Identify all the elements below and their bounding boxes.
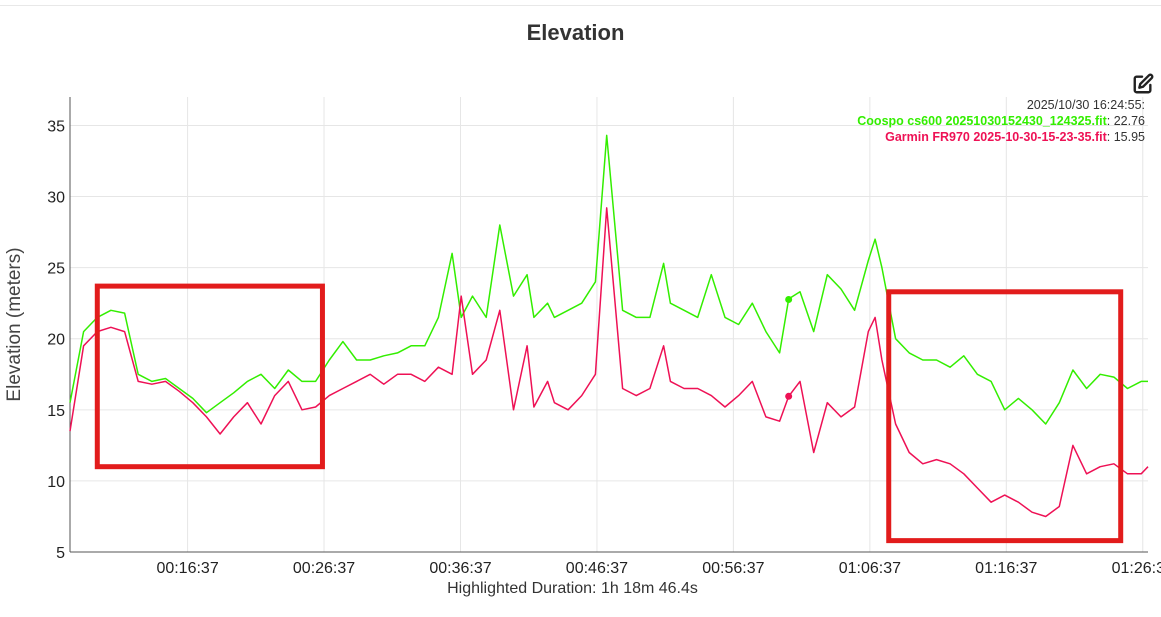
series-line-2 xyxy=(69,207,1149,518)
tooltip-series-2-value: 15.95 xyxy=(1113,130,1145,144)
y-tick-label: 35 xyxy=(47,118,65,135)
chart-title: Elevation xyxy=(526,20,625,45)
hover-tooltip: 2025/10/30 16:24:55: Coospo cs600 202510… xyxy=(857,98,1145,144)
y-tick-label: 5 xyxy=(56,545,65,562)
highlight-box xyxy=(94,283,325,470)
y-tick-label: 20 xyxy=(47,332,65,349)
tooltip-series-1-value: 22.76 xyxy=(1113,114,1145,128)
y-tick-label: 30 xyxy=(47,190,65,207)
x-tick-label: 00:16:37 xyxy=(156,560,218,577)
tooltip-series-2-name: Garmin FR970 2025-10-30-15-23-35.fit xyxy=(885,130,1107,144)
x-tick-label: 00:46:37 xyxy=(566,560,628,577)
x-tick-label: 01:26:37 xyxy=(1112,560,1161,577)
highlighted-duration: Highlighted Duration: 1h 18m 46.4s xyxy=(447,580,698,597)
top-divider xyxy=(0,5,1161,6)
x-tick-label: 01:16:37 xyxy=(975,560,1037,577)
tooltip-series-1-name: Coospo cs600 20251030152430_124325.fit xyxy=(857,114,1107,128)
highlight-box xyxy=(886,289,1124,544)
edit-icon[interactable] xyxy=(1132,73,1154,95)
x-tick-label: 00:26:37 xyxy=(293,560,355,577)
hover-marker xyxy=(785,295,793,303)
y-tick-label: 15 xyxy=(47,403,65,420)
y-tick-label: 10 xyxy=(47,474,65,491)
y-tick-label: 25 xyxy=(47,261,65,278)
tooltip-time: 2025/10/30 16:24:55: xyxy=(1026,98,1145,112)
hover-marker xyxy=(785,392,793,400)
series-line-1 xyxy=(69,134,1148,425)
x-tick-label: 00:36:37 xyxy=(429,560,491,577)
x-tick-label: 01:06:37 xyxy=(839,560,901,577)
y-axis-label: Elevation (meters) xyxy=(4,247,25,401)
x-tick-label: 00:56:37 xyxy=(702,560,764,577)
